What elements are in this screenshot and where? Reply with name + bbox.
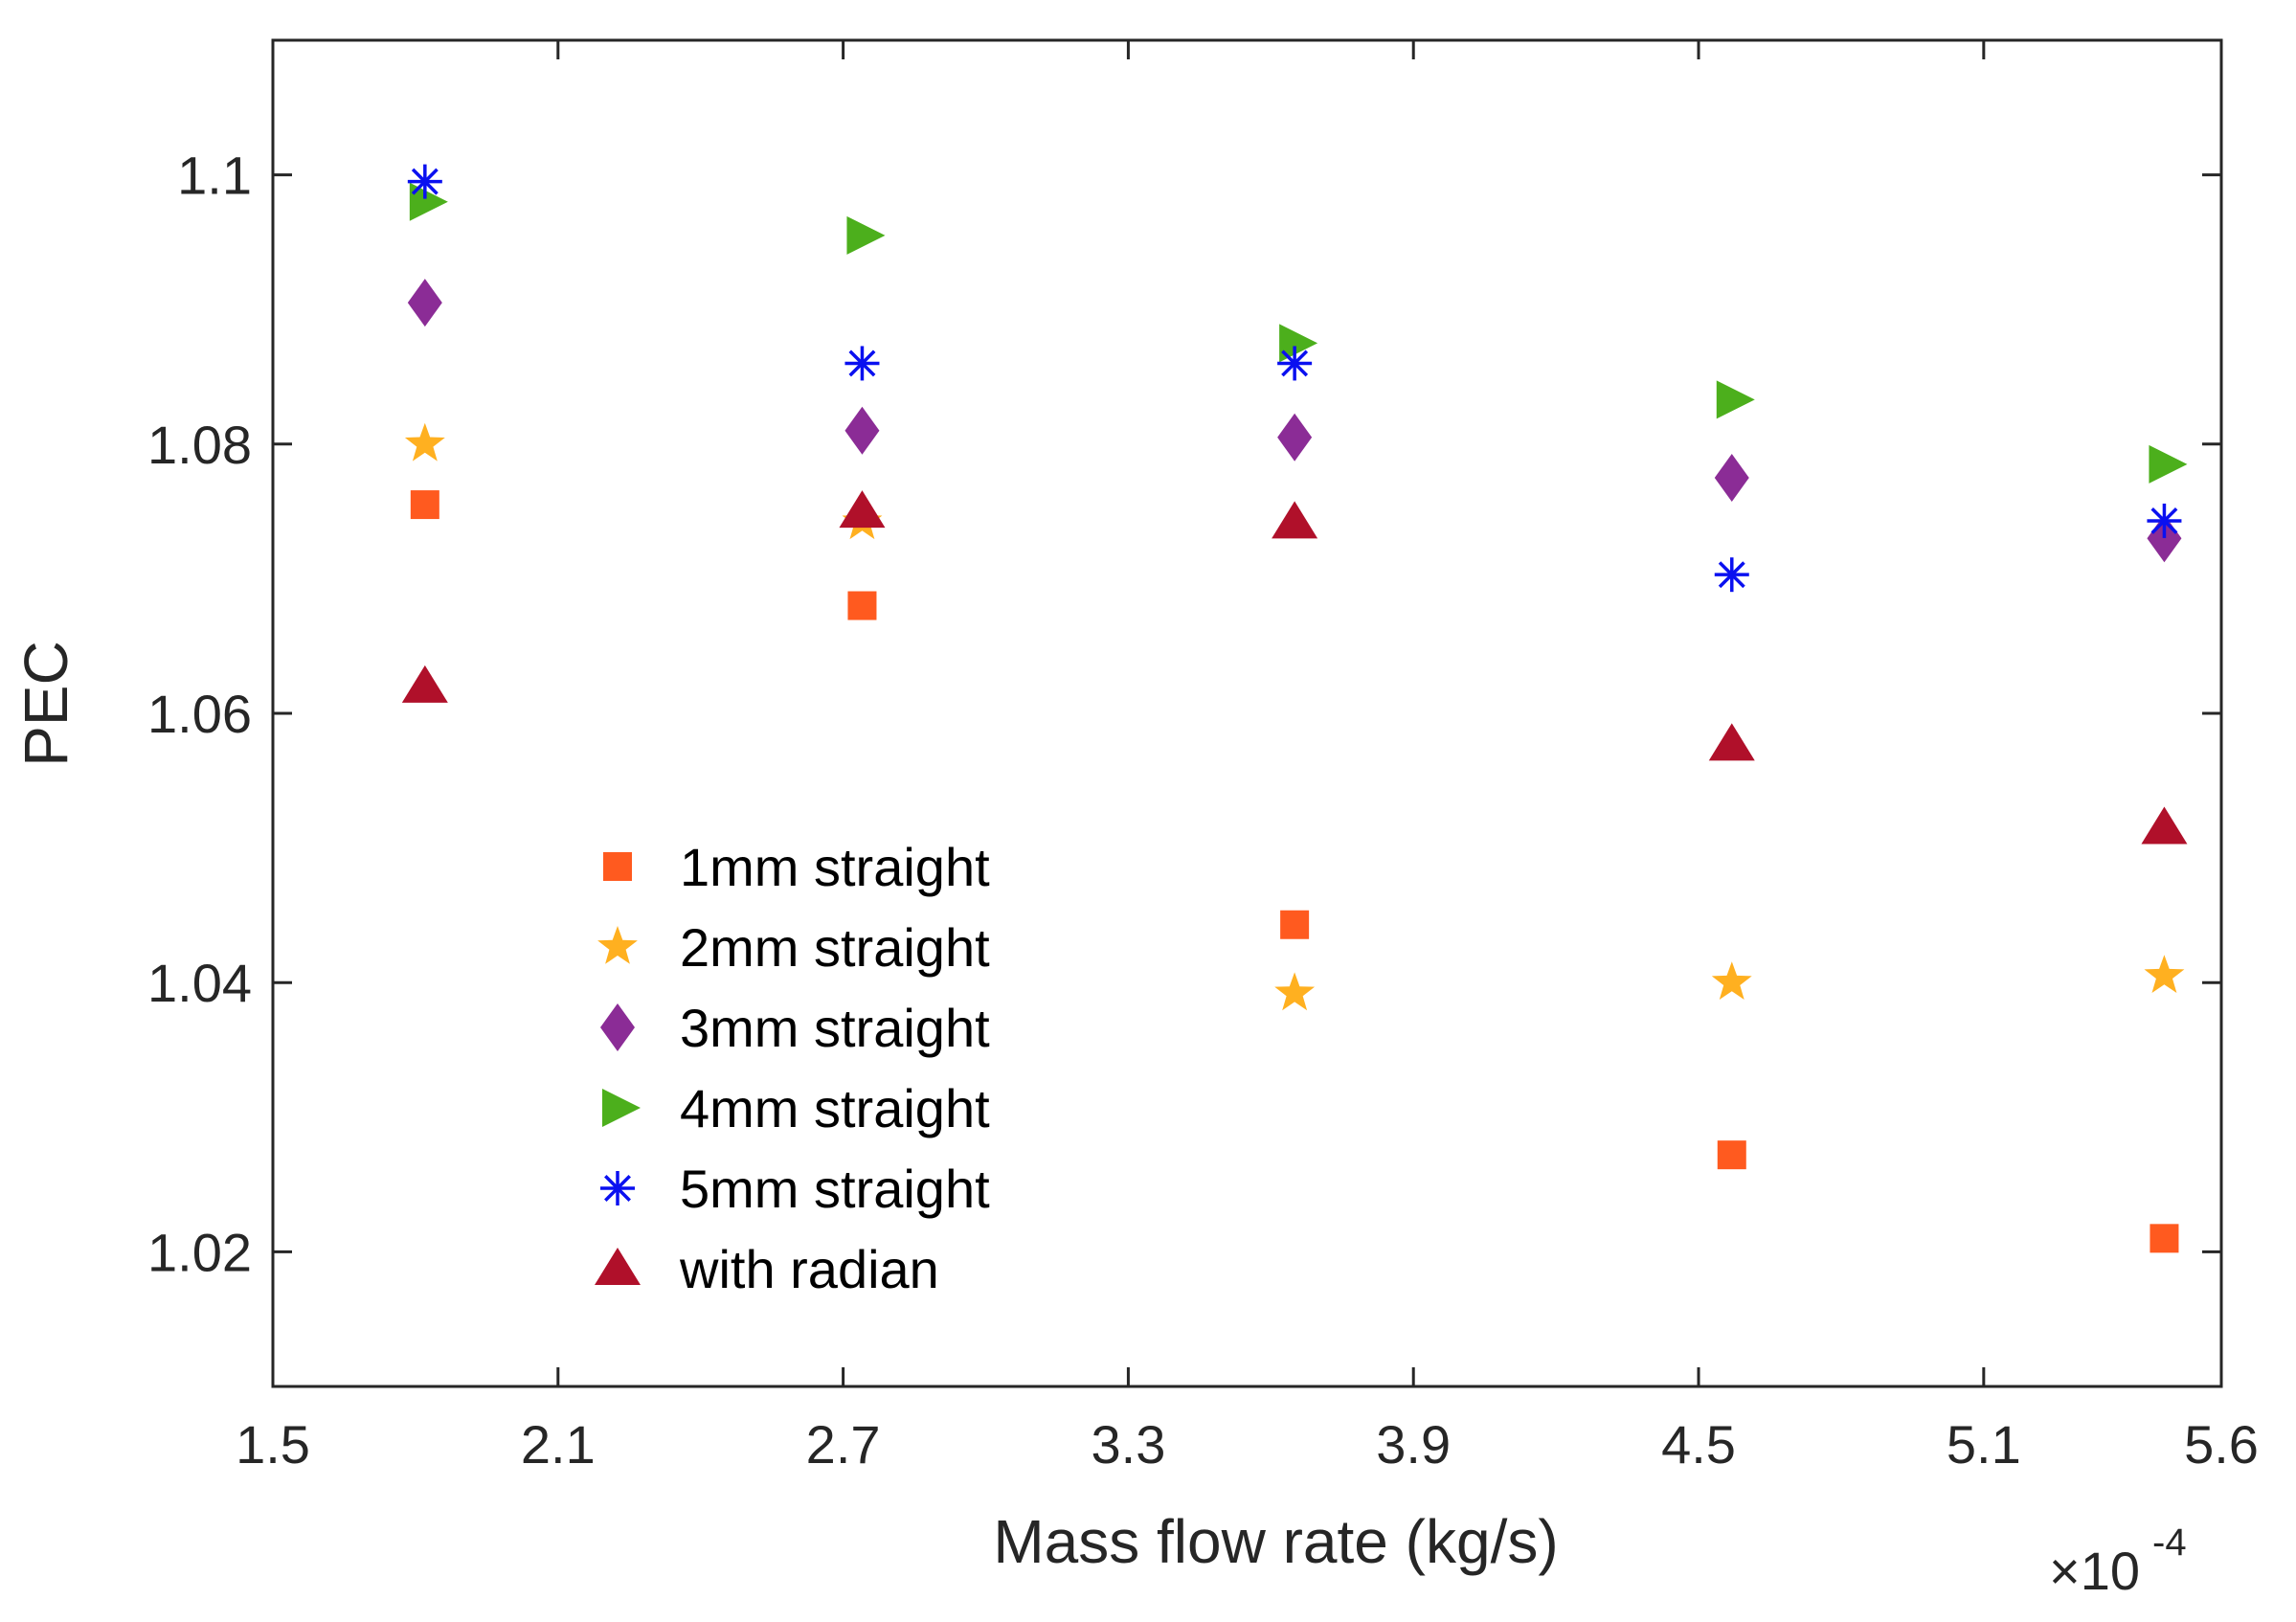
legend-label: 5mm straight xyxy=(680,1159,990,1219)
legend-label: with radian xyxy=(679,1239,939,1299)
legend-label: 3mm straight xyxy=(680,998,990,1058)
data-point xyxy=(401,665,448,703)
data-point xyxy=(407,164,442,199)
data-point xyxy=(839,490,886,529)
data-point xyxy=(2144,955,2185,993)
data-point xyxy=(407,279,442,327)
legend-marker xyxy=(603,852,632,881)
data-point xyxy=(2147,503,2182,538)
legend-marker xyxy=(595,1248,641,1285)
legend-marker xyxy=(597,926,638,964)
y-axis-title: PEC xyxy=(11,641,80,767)
data-markers xyxy=(401,164,2188,1253)
data-point xyxy=(2150,1224,2179,1253)
legend-marker xyxy=(600,1171,635,1205)
data-point xyxy=(1711,961,1752,1000)
legend-label: 4mm straight xyxy=(680,1078,990,1138)
data-point xyxy=(1717,1140,1746,1170)
series-3 xyxy=(407,279,2182,563)
x-axis-exponent: ×10 -4 xyxy=(2049,1521,2187,1601)
data-point xyxy=(2141,806,2188,845)
legend-marker xyxy=(602,1089,641,1127)
x-tick-label: 4.5 xyxy=(1661,1414,1736,1475)
series-6 xyxy=(401,490,2188,845)
data-point xyxy=(1279,324,1318,363)
data-point xyxy=(1277,346,1313,381)
series-1 xyxy=(410,490,2179,1253)
legend-label: 1mm straight xyxy=(680,837,990,897)
data-point xyxy=(1277,413,1313,462)
y-tick-label: 1.02 xyxy=(147,1222,252,1282)
y-tick-label: 1.08 xyxy=(147,415,252,475)
y-tick-label: 1.06 xyxy=(147,684,252,744)
x-tick-label: 1.5 xyxy=(236,1414,310,1475)
data-point xyxy=(1716,380,1755,419)
data-point xyxy=(1714,557,1749,593)
legend-marker xyxy=(600,1003,635,1051)
x-axis-title: Mass flow rate (kg/s) xyxy=(993,1507,1558,1576)
y-axis-ticks: 1.02 1.04 1.06 1.08 1.1 xyxy=(147,146,2221,1282)
data-point xyxy=(1280,910,1310,939)
x-tick-label: 2.1 xyxy=(521,1414,596,1475)
series-5 xyxy=(407,164,2182,593)
x-tick-label: 5.1 xyxy=(1947,1414,2021,1475)
x-tick-label: 3.3 xyxy=(1091,1414,1165,1475)
legend-item: with radian xyxy=(595,1239,939,1299)
x-axis-exponent-base: ×10 xyxy=(2049,1541,2140,1601)
legend-item: 5mm straight xyxy=(600,1159,990,1219)
data-point xyxy=(1708,723,1755,761)
data-point xyxy=(1272,501,1318,539)
legend-label: 2mm straight xyxy=(680,917,990,978)
data-point xyxy=(846,215,886,255)
legend-item: 3mm straight xyxy=(600,998,990,1058)
x-axis-exponent-power: -4 xyxy=(2152,1521,2187,1564)
data-point xyxy=(844,346,880,381)
legend-item: 1mm straight xyxy=(603,837,990,897)
series-4 xyxy=(409,182,2188,484)
data-point xyxy=(2149,444,2188,484)
x-tick-label: 2.7 xyxy=(806,1414,881,1475)
data-point xyxy=(1714,453,1749,502)
legend-item: 4mm straight xyxy=(602,1078,990,1138)
data-point xyxy=(409,182,448,221)
x-tick-label: 5.6 xyxy=(2184,1414,2259,1475)
legend: 1mm straight 2mm straight 3mm straight 4mm … xyxy=(595,837,990,1299)
x-axis-ticks: 1.5 2.1 2.7 3.3 3.9 4.5 5.1 5.6 xyxy=(236,40,2259,1475)
data-point xyxy=(410,490,439,520)
data-point xyxy=(844,406,880,455)
data-point xyxy=(2147,514,2182,563)
x-tick-label: 3.9 xyxy=(1376,1414,1451,1475)
data-point xyxy=(847,591,877,620)
y-tick-label: 1.1 xyxy=(177,146,252,206)
y-tick-label: 1.04 xyxy=(147,953,252,1013)
legend-item: 2mm straight xyxy=(597,917,990,978)
data-point xyxy=(404,422,445,462)
data-point xyxy=(1274,972,1316,1011)
